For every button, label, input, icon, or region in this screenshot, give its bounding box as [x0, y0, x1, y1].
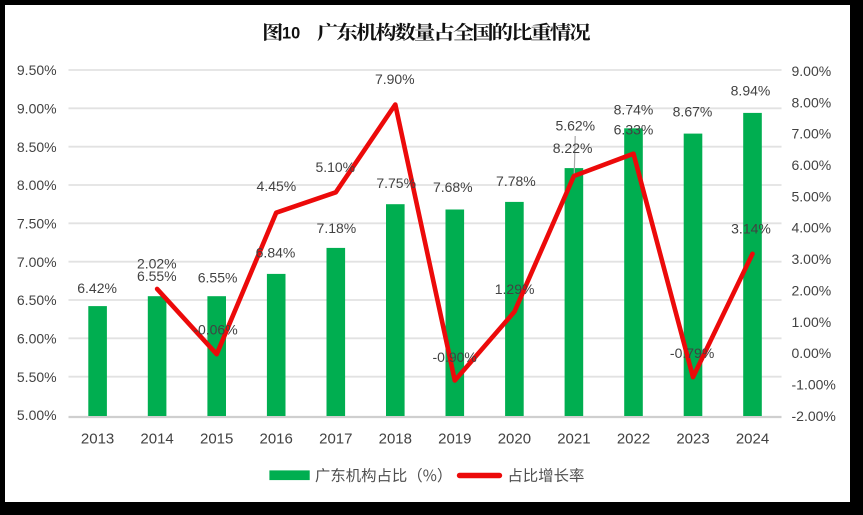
svg-text:7.00%: 7.00%: [17, 254, 57, 270]
svg-text:3.00%: 3.00%: [792, 251, 832, 267]
svg-text:2017: 2017: [319, 430, 352, 447]
svg-text:1.00%: 1.00%: [792, 314, 832, 330]
svg-text:9.00%: 9.00%: [17, 100, 57, 116]
svg-text:10: 10: [282, 25, 300, 43]
svg-text:4.45%: 4.45%: [257, 178, 297, 194]
svg-text:6.55%: 6.55%: [137, 268, 177, 284]
svg-text:2024: 2024: [736, 430, 769, 447]
svg-text:2018: 2018: [379, 430, 412, 447]
svg-text:8.00%: 8.00%: [17, 177, 57, 193]
svg-text:5.10%: 5.10%: [315, 159, 355, 175]
svg-text:2022: 2022: [617, 430, 650, 447]
svg-text:9.00%: 9.00%: [792, 63, 832, 79]
svg-text:2023: 2023: [676, 430, 709, 447]
svg-text:8.94%: 8.94%: [731, 82, 771, 98]
svg-text:5.00%: 5.00%: [17, 407, 57, 423]
svg-text:7.50%: 7.50%: [17, 215, 57, 231]
svg-text:-0.90%: -0.90%: [433, 349, 477, 365]
svg-text:9.50%: 9.50%: [17, 62, 57, 78]
svg-text:2016: 2016: [260, 430, 293, 447]
svg-text:8.50%: 8.50%: [17, 139, 57, 155]
svg-text:6.50%: 6.50%: [17, 292, 57, 308]
svg-text:2.00%: 2.00%: [792, 283, 832, 299]
svg-text:2021: 2021: [557, 430, 590, 447]
svg-text:2020: 2020: [498, 430, 531, 447]
svg-text:2019: 2019: [438, 430, 471, 447]
svg-text:7.78%: 7.78%: [496, 173, 536, 189]
svg-text:0.00%: 0.00%: [792, 345, 832, 361]
svg-text:6.00%: 6.00%: [792, 157, 832, 173]
svg-text:5.50%: 5.50%: [17, 369, 57, 385]
svg-text:-1.00%: -1.00%: [792, 377, 836, 393]
svg-text:6.00%: 6.00%: [17, 330, 57, 346]
svg-text:8.00%: 8.00%: [792, 94, 832, 110]
svg-text:2014: 2014: [140, 430, 173, 447]
svg-text:6.33%: 6.33%: [614, 122, 654, 138]
svg-text:7.68%: 7.68%: [433, 179, 473, 195]
svg-text:-2.00%: -2.00%: [792, 408, 836, 424]
svg-text:6.84%: 6.84%: [256, 245, 296, 261]
svg-text:7.00%: 7.00%: [792, 126, 832, 142]
svg-text:5.62%: 5.62%: [555, 117, 595, 133]
svg-text:8.22%: 8.22%: [553, 140, 593, 156]
svg-text:6.55%: 6.55%: [198, 269, 238, 285]
svg-text:2.02%: 2.02%: [137, 255, 177, 271]
svg-text:1.29%: 1.29%: [495, 281, 535, 297]
svg-text:2013: 2013: [81, 430, 114, 447]
svg-text:7.75%: 7.75%: [376, 175, 416, 191]
svg-text:2015: 2015: [200, 430, 233, 447]
svg-text:4.00%: 4.00%: [792, 220, 832, 236]
svg-text:7.18%: 7.18%: [317, 220, 357, 236]
svg-text:-0.06%: -0.06%: [193, 322, 237, 338]
svg-text:7.90%: 7.90%: [375, 71, 415, 87]
svg-text:5.00%: 5.00%: [792, 188, 832, 204]
svg-text:6.42%: 6.42%: [77, 280, 117, 296]
svg-text:-0.79%: -0.79%: [670, 345, 714, 361]
svg-text:8.74%: 8.74%: [614, 101, 654, 117]
svg-text:3.14%: 3.14%: [731, 221, 771, 237]
svg-text:8.67%: 8.67%: [673, 104, 713, 120]
